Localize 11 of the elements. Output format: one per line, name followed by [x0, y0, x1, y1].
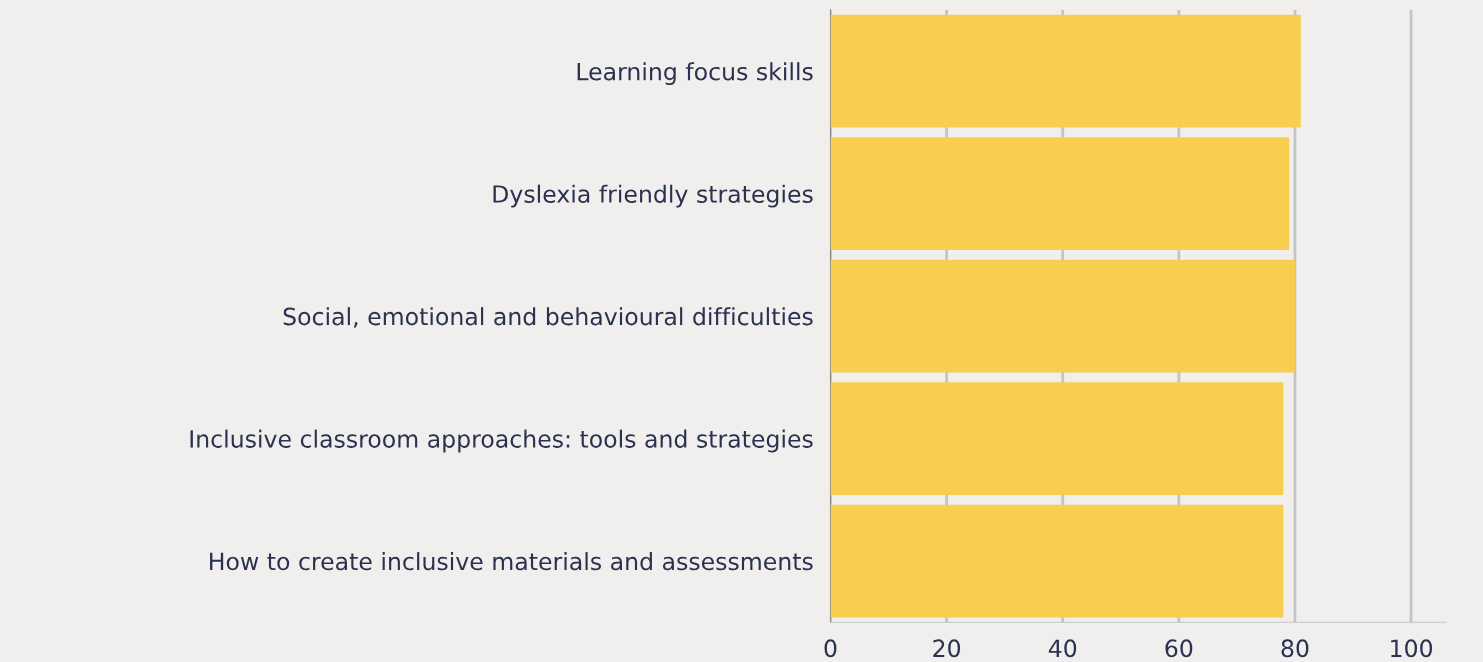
y-tick-label: Inclusive classroom approaches: tools and strategies	[190, 429, 813, 453]
x-tick-label: 0	[824, 639, 837, 658]
x-tick-label: 40	[1048, 639, 1077, 658]
y-tick-label: Learning focus skills	[577, 62, 813, 86]
y-tick-label: Dyslexia friendly strategies	[493, 184, 813, 208]
x-tick-label: 80	[1281, 639, 1309, 658]
y-tick-label: How to create inclusive materials and assessments	[210, 552, 813, 571]
x-tick-label: 20	[933, 639, 961, 658]
x-tick-label: 100	[1391, 639, 1433, 658]
x-tick-label: 60	[1165, 639, 1193, 658]
y-tick-label: Social, emotional and behavioural difficulties	[283, 307, 813, 328]
